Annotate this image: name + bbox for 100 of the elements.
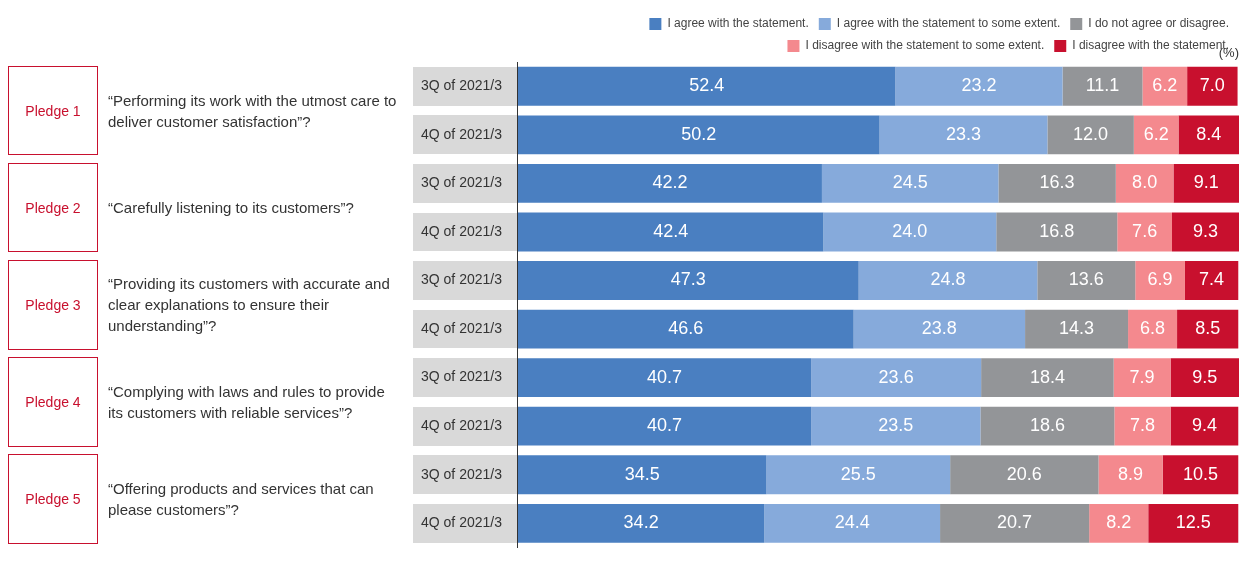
bar [998, 163, 1116, 203]
bar [1113, 358, 1171, 398]
data-label: 8.0 [1132, 172, 1158, 193]
data-label: 40.7 [647, 415, 683, 436]
data-label: 18.4 [1029, 366, 1065, 387]
bar [1148, 503, 1239, 543]
data-label: 7.9 [1129, 366, 1155, 387]
bar [1062, 66, 1143, 106]
bar [981, 358, 1114, 398]
y-tick-label: 3Q of 2021/3 [421, 271, 503, 288]
y-tick-label: 3Q of 2021/3 [421, 77, 503, 94]
data-label: 12.5 [1175, 512, 1211, 533]
data-label: 12.0 [1073, 123, 1109, 144]
data-label: 25.5 [840, 463, 876, 484]
bar [1025, 309, 1129, 349]
data-label: 16.3 [1039, 172, 1075, 193]
data-label: 47.3 [670, 269, 706, 290]
legend-label: I agree with the statement. [667, 16, 809, 31]
data-label: 46.6 [668, 318, 704, 339]
bar [858, 261, 1038, 300]
bar [1173, 163, 1239, 203]
data-label: 10.5 [1182, 463, 1218, 484]
bar [1187, 66, 1238, 106]
bar [764, 503, 941, 543]
y-tick-label: 4Q of 2021/3 [421, 125, 503, 142]
bar [821, 163, 999, 203]
data-label: 9.4 [1191, 415, 1217, 436]
y-tick-label: 3Q of 2021/3 [421, 174, 503, 191]
text: Pledge 2 [8, 162, 98, 253]
bar [980, 406, 1115, 446]
data-label: 42.4 [653, 220, 689, 241]
data-label: 24.5 [892, 172, 928, 193]
bar [1135, 261, 1185, 300]
data-label: 42.2 [652, 172, 688, 193]
data-label: 8.2 [1106, 512, 1132, 533]
data-label: 16.8 [1039, 220, 1075, 241]
bar [1177, 309, 1239, 349]
data-label: 7.8 [1129, 415, 1155, 436]
bar [823, 212, 997, 252]
data-label: 8.5 [1195, 318, 1221, 339]
data-label: 50.2 [681, 123, 717, 144]
bar [853, 309, 1026, 349]
bar [1133, 115, 1179, 155]
bar [1184, 261, 1239, 300]
bar [1128, 309, 1178, 349]
text: “Complying with laws and rules to provide its customers with reliable services”? [108, 381, 386, 423]
data-label: 9.1 [1193, 172, 1219, 193]
data-label: 24.0 [892, 220, 928, 241]
data-label: 20.6 [1006, 463, 1042, 484]
data-label: 24.4 [834, 512, 870, 533]
bar [1162, 455, 1239, 495]
data-label: 11.1 [1085, 75, 1120, 96]
bar [1142, 66, 1188, 106]
legend-label: I agree with the statement to some extent. [836, 16, 1061, 31]
text: Pledge 4 [8, 357, 98, 447]
bar [1037, 261, 1136, 300]
data-label: 6.2 [1152, 75, 1178, 96]
data-label: 23.5 [878, 415, 914, 436]
y-tick-label: 4Q of 2021/3 [421, 222, 503, 239]
data-label: 23.2 [961, 75, 997, 96]
bar [811, 358, 982, 398]
bar [950, 455, 1099, 495]
bar [1047, 115, 1134, 155]
text: “Carefully listening to its customers”? [108, 198, 355, 219]
data-label: 9.3 [1192, 220, 1219, 241]
bar [1089, 503, 1149, 543]
data-label: 34.5 [624, 463, 660, 484]
text: “Offering products and services that can please customers”? [108, 479, 375, 521]
data-label: 14.3 [1059, 318, 1095, 339]
data-label: 7.0 [1199, 75, 1225, 96]
data-label: 9.5 [1192, 366, 1218, 387]
bar [1170, 358, 1239, 398]
data-label: 24.8 [930, 269, 966, 290]
data-label: 23.6 [878, 366, 914, 387]
text: “Providing its customers with accurate and clear explanations to ensure their understanding”? [108, 274, 391, 337]
data-label: 8.9 [1118, 463, 1144, 484]
y-tick-label: 4Q of 2021/3 [421, 319, 503, 336]
text: Pledge 1 [8, 65, 98, 156]
legend-label: I disagree with the statement to some extent. [805, 38, 1045, 53]
legend-label: I do not agree or disagree. [1088, 16, 1230, 31]
data-label: 7.4 [1199, 269, 1225, 290]
bar [1098, 455, 1163, 495]
bar [1114, 406, 1171, 446]
bar [766, 455, 951, 495]
bar [996, 212, 1118, 252]
data-label: 52.4 [689, 75, 725, 96]
data-label: 40.7 [647, 366, 683, 387]
y-tick-label: 4Q of 2021/3 [421, 417, 503, 434]
bar [1117, 212, 1173, 252]
data-label: 20.7 [997, 512, 1033, 533]
bar [940, 503, 1090, 543]
data-label: 6.8 [1140, 318, 1166, 339]
data-label: 34.2 [623, 512, 659, 533]
text: Pledge 3 [8, 260, 98, 350]
bar [1115, 163, 1174, 203]
data-label: 8.4 [1196, 123, 1222, 144]
y-tick-label: 4Q of 2021/3 [421, 514, 503, 531]
data-label: 13.6 [1068, 269, 1104, 290]
data-label: 23.8 [921, 318, 957, 339]
data-label: 7.6 [1132, 220, 1158, 241]
